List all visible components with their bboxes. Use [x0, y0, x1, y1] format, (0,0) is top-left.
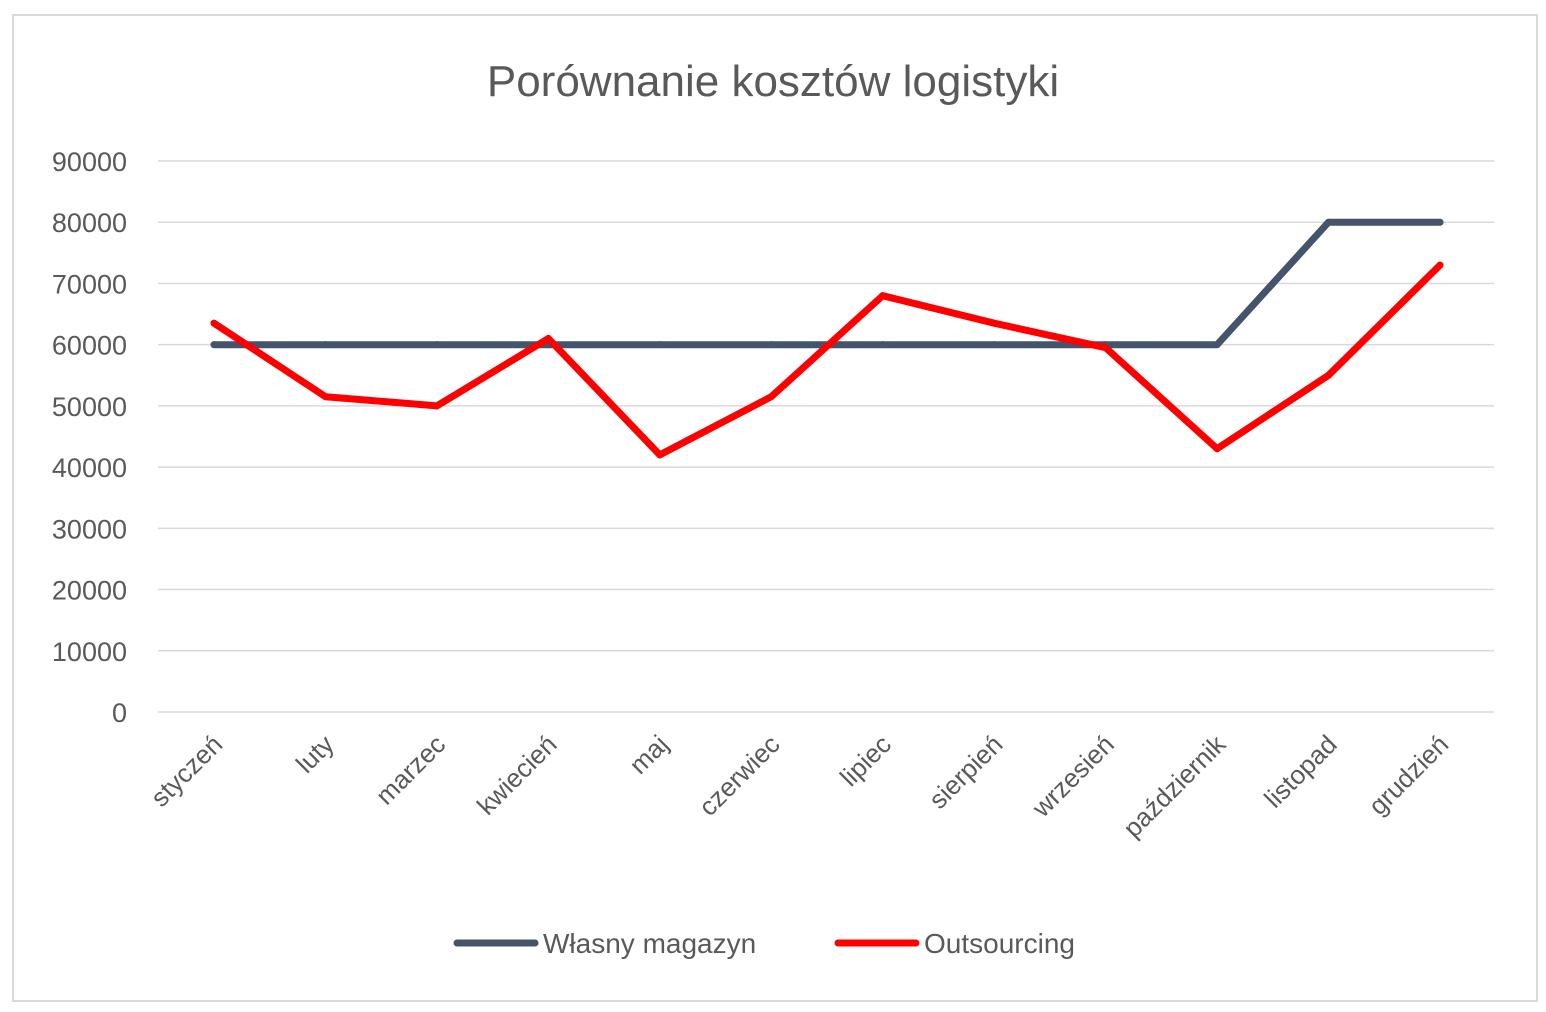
data-point: [656, 341, 664, 349]
x-tick-label: sierpień: [923, 729, 1009, 815]
legend: Własny magazyn Outsourcing: [453, 928, 1075, 959]
x-tick-label: maj: [623, 729, 674, 780]
chart-area: [12, 14, 1538, 1002]
x-tick-label: marzec: [370, 729, 451, 810]
data-point: [1213, 341, 1221, 349]
data-point: [1325, 371, 1333, 379]
series-lines: [210, 218, 1444, 459]
y-tick-label: 30000: [52, 514, 127, 544]
data-point: [879, 292, 887, 300]
y-tick-label: 90000: [52, 147, 127, 177]
series-line-2: [210, 261, 1444, 459]
data-point: [1436, 261, 1444, 269]
x-tick-label: wrzesień: [1025, 729, 1119, 823]
y-tick-label: 50000: [52, 392, 127, 422]
data-point: [656, 451, 664, 459]
data-point: [321, 393, 329, 401]
legend-label: Outsourcing: [924, 928, 1075, 959]
data-point: [990, 319, 998, 327]
data-point: [767, 393, 775, 401]
y-tick-label: 20000: [52, 576, 127, 606]
x-tick-label: styczeń: [145, 729, 229, 813]
y-tick-label: 60000: [52, 331, 127, 361]
data-point: [210, 319, 218, 327]
chart-title: Porównanie kosztów logistyki: [487, 57, 1059, 106]
data-point: [321, 341, 329, 349]
data-point: [1213, 445, 1221, 453]
y-tick-label: 40000: [52, 453, 127, 483]
x-tick-label: kwiecień: [471, 729, 563, 821]
legend-label: Własny magazyn: [543, 928, 756, 959]
data-point: [433, 341, 441, 349]
data-point: [1436, 218, 1444, 226]
data-point: [1102, 344, 1110, 352]
y-tick-label: 70000: [52, 269, 127, 299]
data-point: [433, 402, 441, 410]
data-point: [210, 341, 218, 349]
x-axis-ticks: styczeń luty marzec kwiecień maj czerwiec lipi…: [145, 728, 1455, 843]
data-point: [990, 341, 998, 349]
y-tick-label: 10000: [52, 637, 127, 667]
x-tick-label: lipiec: [834, 729, 897, 792]
data-point: [544, 335, 552, 343]
x-tick-label: październik: [1117, 728, 1232, 843]
y-tick-label: 80000: [52, 208, 127, 238]
x-tick-label: czerwiec: [693, 729, 786, 822]
gridlines: [158, 160, 1494, 713]
data-point: [879, 341, 887, 349]
x-tick-label: grudzień: [1363, 729, 1455, 821]
x-tick-label: listopad: [1258, 729, 1343, 814]
data-point: [767, 341, 775, 349]
y-axis-ticks: 0 10000 20000 30000 40000 50000 60000 70000 8000…: [52, 147, 127, 728]
x-tick-label: luty: [290, 729, 340, 779]
y-tick-label: 0: [112, 698, 127, 728]
data-point: [1325, 218, 1333, 226]
